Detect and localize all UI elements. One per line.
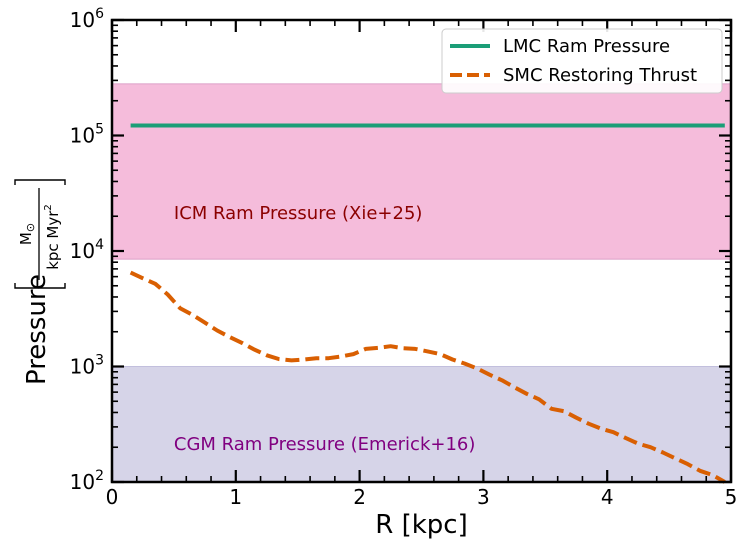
y-tick-label-exponent: 2 [95, 468, 104, 484]
y-tick-label-2: 104 [70, 237, 104, 263]
y-tick-label-base: 10 [70, 124, 95, 148]
series-layer [129, 123, 726, 484]
y-tick-label-exponent: 5 [95, 122, 104, 138]
y-tick-label-4: 106 [70, 6, 104, 32]
y-axis-unit-sun-symbol: ⊙ [24, 223, 37, 232]
y-tick-label-0: 102 [70, 468, 104, 494]
x-tick-label-2: 2 [353, 485, 366, 509]
y-tick-label-1: 103 [70, 353, 104, 379]
legend: LMC Ram Pressure SMC Restoring Thrust [441, 28, 723, 94]
y-tick-label-base: 10 [70, 239, 95, 263]
x-tick-label-5: 5 [725, 485, 738, 509]
y-axis-unit-numerator-text: M [17, 232, 35, 245]
series-line-1 [129, 270, 726, 484]
y-axis-unit-exponent: 2 [43, 204, 54, 210]
band-label-0: ICM Ram Pressure (Xie+25) [174, 203, 423, 224]
y-axis-unit-denominator: kpc Myr2 [43, 204, 62, 270]
y-axis-unit-left-bracket [14, 283, 66, 289]
legend-label-0: LMC Ram Pressure [503, 36, 670, 57]
band-0 [111, 83, 732, 260]
y-axis-unit-right-bracket [14, 179, 66, 185]
band-label-1: CGM Ram Pressure (Emerick+16) [174, 434, 475, 455]
x-tick-label-1: 1 [229, 485, 242, 509]
y-tick-label-exponent: 4 [95, 237, 104, 253]
y-axis-unit-numerator: M⊙ [17, 223, 37, 245]
legend-label-1: SMC Restoring Thrust [503, 65, 697, 86]
y-tick-label-base: 10 [70, 355, 95, 379]
y-tick-label-3: 105 [70, 122, 104, 148]
x-tick-label-3: 3 [477, 485, 490, 509]
bands-layer [111, 83, 732, 483]
y-tick-label-base: 10 [70, 8, 95, 32]
y-axis-label-group: Pressure M⊙ kpc Myr2 [14, 179, 66, 385]
legend-box [441, 28, 723, 94]
y-axis-unit-denominator-text: kpc Myr [44, 210, 62, 270]
y-tick-label-exponent: 3 [95, 353, 104, 369]
y-tick-label-exponent: 6 [95, 6, 104, 22]
x-tick-label-0: 0 [106, 485, 119, 509]
x-tick-label-4: 4 [601, 485, 614, 509]
band-1 [111, 366, 732, 483]
x-axis-label: R [kpc] [375, 510, 467, 540]
band-labels-layer: ICM Ram Pressure (Xie+25) CGM Ram Pressur… [174, 203, 475, 455]
y-axis-label: Pressure [22, 274, 52, 385]
y-tick-label-base: 10 [70, 470, 95, 494]
ticks-layer [110, 18, 733, 484]
